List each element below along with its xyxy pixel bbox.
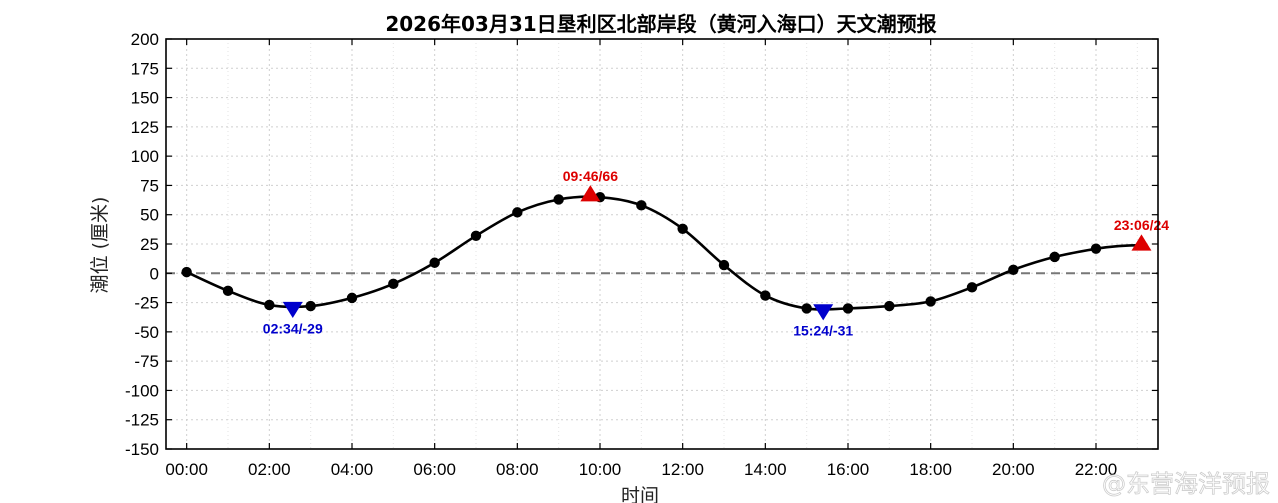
y-tick-label: -50	[134, 323, 159, 342]
data-point	[677, 223, 688, 234]
x-tick-label: 06:00	[413, 460, 456, 479]
data-point	[305, 300, 316, 312]
data-point	[760, 290, 771, 301]
y-tick-label: 25	[140, 235, 159, 254]
y-tick-label: 75	[140, 176, 159, 195]
high-tide-marker	[580, 185, 601, 202]
data-point	[346, 292, 358, 304]
y-tick-label: 125	[131, 118, 159, 137]
y-tick-label: -125	[125, 411, 159, 430]
data-point	[264, 299, 275, 311]
watermark: @东营海洋预报	[1102, 470, 1270, 498]
tide-curve	[186, 195, 1142, 311]
low-tide-marker	[813, 304, 834, 321]
y-tick-label: 150	[131, 89, 159, 108]
y-tick-label: -25	[134, 294, 159, 313]
x-tick-label: 20:00	[992, 460, 1035, 479]
data-point	[222, 285, 234, 297]
extrema-markers: 02:34/-29 09:46/66 15:24/-31 23:06/24	[263, 168, 1170, 339]
data-point	[1008, 264, 1019, 275]
data-point	[429, 257, 440, 268]
x-tick-label: 10:00	[579, 460, 622, 479]
x-tick-label: 02:00	[248, 460, 291, 479]
x-tick-label: 22:00	[1075, 460, 1118, 479]
data-point	[1049, 251, 1060, 263]
chart-title: 2026年03月31日垦利区北部岸段（黄河入海口）天文潮预报	[385, 12, 936, 36]
y-tick-label: 175	[131, 59, 159, 78]
high-tide-label: 09:46/66	[563, 168, 618, 184]
x-axis-label: 时间	[621, 485, 659, 503]
y-tick-label: -150	[125, 440, 159, 459]
y-axis-label: 潮位 (厘米)	[89, 197, 111, 294]
low-tide-label: 02:34/-29	[263, 320, 323, 336]
y-axis-ticks: 200 175 150 125 100 75 50 25 0 -25 -50 -75 -100 -125 -…	[125, 30, 1158, 459]
high-tide-marker	[1131, 234, 1152, 251]
data-point	[1090, 243, 1102, 254]
y-tick-label: -100	[125, 381, 159, 400]
data-point	[925, 296, 936, 307]
data-point	[388, 278, 399, 290]
y-tick-label: 0	[150, 264, 159, 283]
data-point	[718, 259, 730, 271]
x-tick-label: 16:00	[827, 460, 870, 479]
y-tick-label: 50	[140, 206, 159, 225]
x-tick-label: 08:00	[496, 460, 539, 479]
x-tick-label: 00:00	[165, 460, 208, 479]
data-point	[801, 303, 812, 314]
data-point	[470, 230, 482, 241]
data-point	[512, 207, 523, 218]
high-tide-label: 23:06/24	[1114, 217, 1169, 233]
data-point	[181, 266, 192, 278]
y-tick-label: 100	[131, 147, 159, 166]
low-tide-marker	[282, 301, 303, 319]
grid	[166, 38, 1158, 450]
data-point	[842, 303, 854, 314]
x-tick-label: 04:00	[331, 460, 374, 479]
y-tick-label: 200	[131, 30, 159, 49]
x-tick-label: 18:00	[909, 460, 952, 479]
x-tick-label: 14:00	[744, 460, 787, 479]
x-tick-label: 12:00	[661, 460, 704, 479]
x-axis-ticks: 00:00 02:00 04:00 06:00 08:00 10:00 12:00 14:00…	[165, 39, 1117, 479]
y-tick-label: -75	[134, 352, 159, 371]
data-point	[553, 194, 564, 205]
data-point	[636, 200, 647, 211]
data-point	[884, 300, 895, 312]
low-tide-label: 15:24/-31	[793, 323, 853, 339]
data-points	[181, 191, 1102, 314]
data-point	[966, 282, 978, 293]
